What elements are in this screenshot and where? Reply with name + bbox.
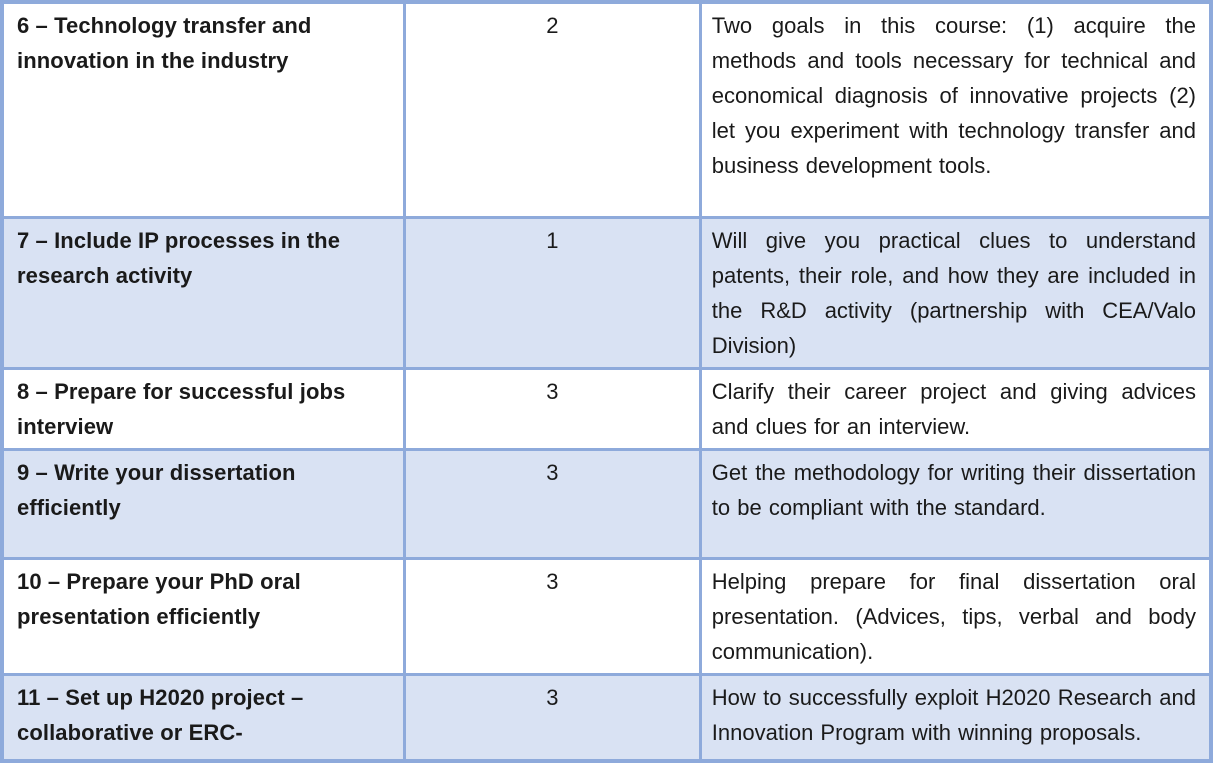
table-row: 6 – Technology transfer and innovation i… [0, 0, 1213, 219]
sessions-cell: 3 [402, 447, 702, 560]
table-row: 11 – Set up H2020 project – collaborativ… [0, 672, 1213, 763]
sessions-cell: 3 [402, 366, 702, 451]
description-cell: Helping prepare for final dissertation o… [698, 556, 1213, 676]
sessions-cell: 3 [402, 556, 702, 676]
course-title-cell: 10 – Prepare your PhD oral presentation … [0, 556, 406, 676]
description-cell: Clarify their career project and giving … [698, 366, 1213, 451]
description-cell: How to successfully exploit H2020 Resear… [698, 672, 1213, 763]
sessions-cell: 1 [402, 215, 702, 370]
course-title-cell: 6 – Technology transfer and innovation i… [0, 0, 406, 219]
sessions-cell: 3 [402, 672, 702, 763]
course-title-cell: 8 – Prepare for successful jobs intervie… [0, 366, 406, 451]
course-title-cell: 7 – Include IP processes in the research… [0, 215, 406, 370]
description-cell: Two goals in this course: (1) acquire th… [698, 0, 1213, 219]
table-row: 7 – Include IP processes in the research… [0, 215, 1213, 370]
table-row: 10 – Prepare your PhD oral presentation … [0, 556, 1213, 676]
sessions-cell: 2 [402, 0, 702, 219]
description-cell: Will give you practical clues to underst… [698, 215, 1213, 370]
course-title-cell: 11 – Set up H2020 project – collaborativ… [0, 672, 406, 763]
course-title-cell: 9 – Write your dissertation efficiently [0, 447, 406, 560]
description-cell: Get the methodology for writing their di… [698, 447, 1213, 560]
table-row: 9 – Write your dissertation efficiently … [0, 447, 1213, 560]
table-row: 8 – Prepare for successful jobs intervie… [0, 366, 1213, 451]
